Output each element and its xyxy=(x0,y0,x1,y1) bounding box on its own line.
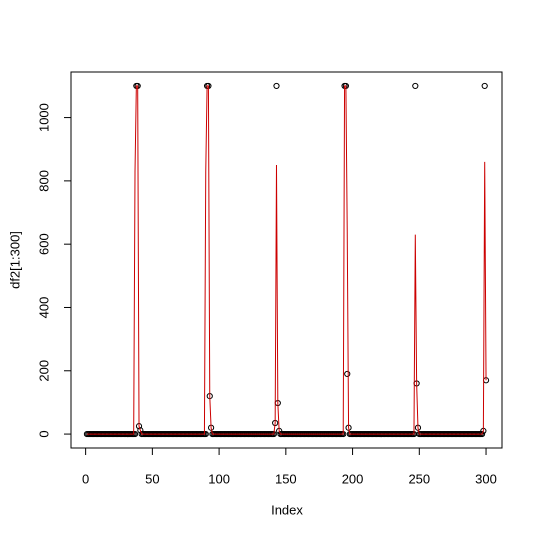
data-point xyxy=(273,82,280,90)
x-tick-label: 300 xyxy=(475,471,497,486)
x-axis-label: Index xyxy=(271,502,303,517)
y-axis-label: df2[1:300] xyxy=(7,231,22,289)
y-tick-label: 400 xyxy=(36,297,51,319)
x-tick-label: 200 xyxy=(342,471,364,486)
y-tick-label: 1000 xyxy=(36,103,51,132)
y-tick-label: 200 xyxy=(36,360,51,382)
data-point xyxy=(481,82,488,90)
x-tick-label: 250 xyxy=(408,471,430,486)
y-tick-label: 600 xyxy=(36,233,51,255)
x-tick-label: 50 xyxy=(145,471,159,486)
y-tick-label: 0 xyxy=(36,430,51,437)
y-tick-label: 800 xyxy=(36,170,51,192)
data-line xyxy=(86,85,487,435)
x-tick-label: 0 xyxy=(82,471,89,486)
data-point xyxy=(344,370,351,378)
data-point xyxy=(412,82,419,90)
x-tick-label: 150 xyxy=(275,471,297,486)
x-tick-label: 100 xyxy=(208,471,230,486)
